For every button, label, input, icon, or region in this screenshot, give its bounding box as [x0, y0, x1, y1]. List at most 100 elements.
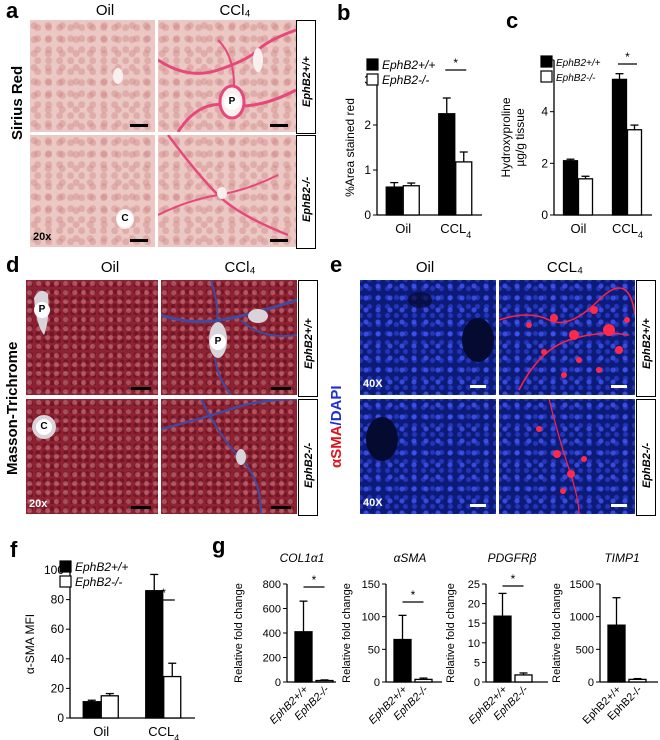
panel-e-genotype-box-ko: EphB2-/-: [636, 399, 656, 516]
y-axis-label: Relative fold change: [551, 583, 563, 683]
y-tick-label: 4: [541, 105, 548, 119]
panel-g-label: g: [212, 533, 226, 558]
genotype-label: EphB2+/+: [303, 318, 315, 369]
masson-ccl4-wt-image: P: [161, 280, 297, 395]
panel-d-col-oil: Oil: [100, 259, 120, 276]
panel-f-label: f: [10, 537, 18, 562]
bar: [294, 631, 313, 683]
y-axis-label: Relative fold change: [233, 583, 245, 683]
if-ccl4-wt-image: [499, 280, 635, 395]
bar: [611, 78, 628, 216]
masson-oil-wt-image: P: [26, 280, 158, 395]
scale-bar: [270, 124, 288, 127]
bar: [628, 678, 647, 683]
y-tick-label: 2: [364, 118, 371, 132]
y-tick-label: 2: [541, 156, 548, 170]
y-tick-label: 1: [364, 163, 371, 177]
panel-c-label: c: [506, 8, 519, 33]
y-tick-label: 1000: [570, 612, 594, 624]
y-tick-label: 0: [364, 208, 371, 222]
x-tick-label: Oil: [93, 724, 109, 739]
y-tick-label: 0: [588, 677, 594, 689]
x-tick-label: Oil: [395, 221, 411, 236]
x-tick-label: CCL4: [440, 221, 471, 240]
panel-a-label: a: [6, 0, 19, 23]
chart-title: TIMP1: [604, 551, 639, 565]
masson-oil-ko-image: C 20x: [26, 399, 158, 514]
y-tick-label: 40: [51, 652, 65, 666]
central-vein-label: C: [117, 211, 133, 227]
legend-label: EphB2-/-: [75, 575, 122, 589]
y-tick-label: 25: [468, 579, 480, 591]
scale-bar: [131, 506, 151, 509]
panel-a-genotype-box-ko: EphB2-/-: [296, 135, 316, 249]
scale-bar: [611, 385, 627, 388]
genotype-label: EphB2-/-: [303, 442, 315, 488]
scale-bar: [611, 504, 627, 507]
magnification-label: 20x: [29, 498, 48, 510]
y-tick-label: 500: [576, 644, 594, 656]
if-ccl4-ko-image: [499, 399, 635, 514]
y-tick-label: 0: [374, 677, 380, 689]
bar: [414, 678, 433, 683]
masson-ccl4-ko-image: [161, 399, 297, 514]
y-tick-label: 20: [468, 599, 480, 611]
y-axis-label: %Area stained red: [343, 98, 357, 197]
panel-a-genotype-box-wt: EphB2+/+: [296, 20, 316, 134]
y-tick-label: 0: [474, 677, 480, 689]
y-tick-label: 0: [541, 208, 548, 222]
y-tick-label: 1500: [570, 579, 594, 591]
scale-bar: [130, 124, 148, 127]
legend-label: EphB2+/+: [556, 58, 601, 69]
legend-label: EphB2-/-: [556, 73, 596, 84]
y-tick-label: 5: [474, 657, 480, 669]
magnification-label: 40X: [363, 497, 383, 509]
scale-bar: [270, 239, 288, 242]
scale-bar: [470, 385, 486, 388]
panel-e-col-oil: Oil: [415, 259, 435, 276]
y-tick-label: 15: [468, 618, 480, 630]
chart-title: αSMA: [394, 551, 427, 565]
scale-bar: [130, 239, 148, 242]
bar: [562, 160, 579, 216]
magnification-label: 40X: [363, 378, 383, 390]
legend-swatch: [366, 58, 379, 71]
y-tick-label: 60: [51, 622, 65, 636]
bar: [438, 113, 456, 216]
sirius-red-ccl4-wt-image: P: [158, 20, 296, 132]
legend-swatch: [59, 575, 72, 588]
y-tick-label: 50: [368, 644, 380, 656]
y-axis-label: µg/g tissue: [513, 108, 527, 167]
y-tick-label: 150: [362, 579, 380, 591]
sirius-red-oil-wt-image: [30, 20, 155, 132]
magnification-label: 20x: [33, 231, 52, 243]
y-tick-label: 0: [275, 677, 281, 689]
bar: [163, 675, 182, 719]
chart-f: 0 20 40 60 80 100 α-SMA MFI Oil CCL4 * EphB2+/+Eph…: [23, 560, 195, 740]
y-axis-label: Hydroxyproline: [499, 97, 513, 177]
y-tick-label: 600: [263, 604, 281, 616]
y-tick-label: 0: [57, 711, 64, 725]
legend-swatch: [540, 55, 553, 68]
significance-marker: *: [161, 586, 166, 600]
y-axis-label: α-SMA MFI: [23, 614, 37, 674]
chart-title: PDGFRβ: [488, 551, 537, 565]
y-tick-label: 100: [362, 612, 380, 624]
portal-vein-label: P: [34, 302, 50, 318]
portal-vein-label: P: [224, 94, 240, 110]
legend-label: EphB2-/-: [382, 73, 429, 87]
scale-bar: [131, 387, 151, 390]
bar: [393, 638, 412, 683]
significance-marker: *: [411, 588, 416, 602]
chart-b: 0123%Area stained redOilCCL4*EphB2+/+Eph…: [343, 56, 482, 240]
panel-e-genotype-box-wt: EphB2+/+: [636, 280, 656, 397]
if-oil-ko-image: 40X: [360, 399, 496, 514]
chart-c: 0246Hydroxyprolineµg/g tissueOilCCL4*Eph…: [499, 50, 652, 240]
x-tick-label: CCL4: [612, 221, 643, 240]
y-tick-label: 100: [44, 563, 64, 577]
significance-marker: *: [511, 572, 516, 586]
bar: [385, 186, 403, 216]
